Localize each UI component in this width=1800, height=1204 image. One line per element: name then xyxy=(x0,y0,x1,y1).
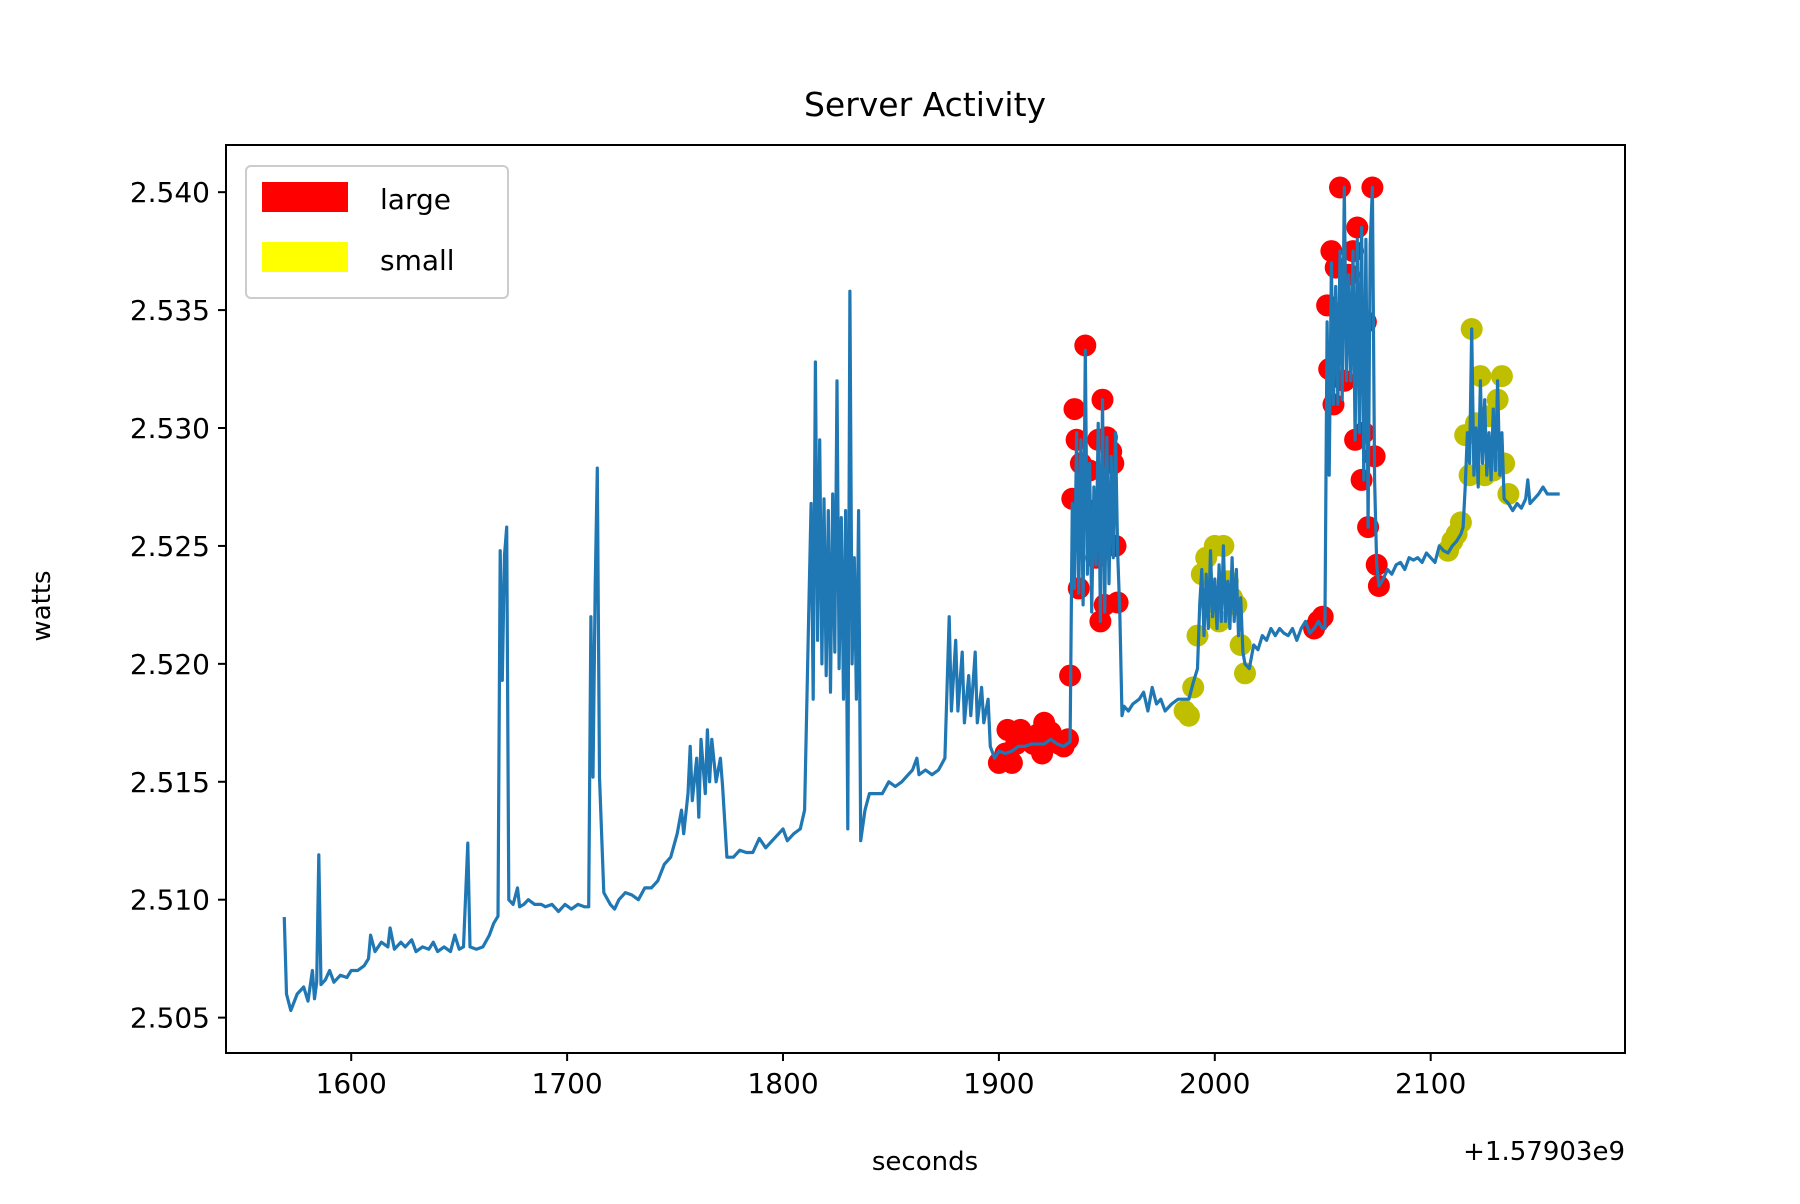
y-tick-label-2.505: 2.505 xyxy=(130,1002,210,1035)
legend-label-large: large xyxy=(380,183,451,216)
chart-title: Server Activity xyxy=(804,85,1046,124)
x-axis-offset-label: +1.57903e9 xyxy=(1463,1137,1625,1167)
small-marker-18 xyxy=(1449,511,1472,534)
large-marker-44 xyxy=(1329,176,1351,199)
y-tick-label-2.530: 2.530 xyxy=(130,412,210,445)
y-tick-label-2.515: 2.515 xyxy=(130,766,210,799)
large-marker-10 xyxy=(1031,742,1054,765)
x-tick-label-1900: 1900 xyxy=(963,1067,1034,1100)
axes: 1600 1700 1800 1900 2000 2100 2.505 2.510 2.515 2… xyxy=(130,144,1626,1100)
series-line xyxy=(282,185,1560,1013)
x-tick-label-1800: 1800 xyxy=(747,1067,818,1100)
x-axis-label: seconds xyxy=(872,1147,978,1177)
legend: large small xyxy=(245,165,509,299)
large-marker-16 xyxy=(1057,728,1079,751)
large-marker-35 xyxy=(1106,591,1129,614)
x-tick-label-1600: 1600 xyxy=(316,1067,387,1100)
small-marker-23 xyxy=(1469,365,1492,388)
large-marker-23 xyxy=(1074,334,1097,357)
large-marker-41 xyxy=(1320,240,1343,263)
y-tick-label-2.535: 2.535 xyxy=(130,294,210,327)
legend-swatch-small xyxy=(262,242,348,272)
x-tick-label-1700: 1700 xyxy=(531,1067,602,1100)
y-tick-label-2.510: 2.510 xyxy=(130,884,210,917)
x-tick-label-2100: 2100 xyxy=(1395,1067,1466,1100)
y-tick-label-2.520: 2.520 xyxy=(130,648,210,681)
y-tick-label-2.525: 2.525 xyxy=(130,530,210,563)
small-marker-13 xyxy=(1229,634,1252,656)
legend-label-small: small xyxy=(380,244,455,277)
small-marker-28 xyxy=(1490,365,1513,388)
x-tick-label-2000: 2000 xyxy=(1179,1067,1250,1100)
y-axis-label: watts xyxy=(27,570,57,641)
legend-swatch-large xyxy=(262,182,348,212)
plot-marks xyxy=(282,176,1560,1013)
y-tick-label-2.540: 2.540 xyxy=(130,176,210,209)
large-marker-49 xyxy=(1346,216,1369,239)
small-marker-1 xyxy=(1177,704,1200,727)
large-marker-3 xyxy=(1000,751,1023,774)
plot-frame xyxy=(225,144,1626,1054)
large-marker-19 xyxy=(1063,398,1086,421)
